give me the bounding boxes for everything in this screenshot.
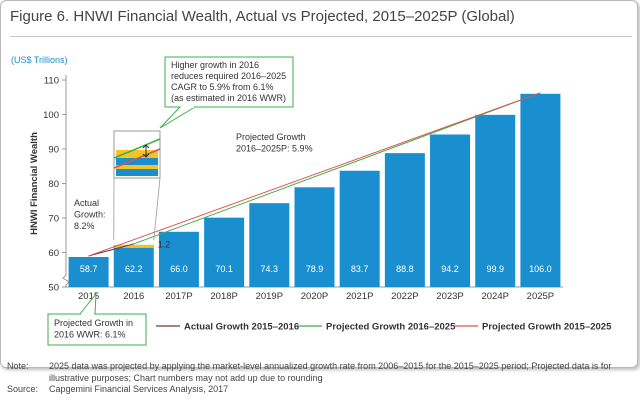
callout-box: [47, 313, 147, 346]
note-text: 2025 data was projected by applying the …: [49, 361, 612, 383]
figure-title: Figure 6. HNWI Financial Wealth, Actual …: [10, 8, 515, 25]
unit-label: (US$ Trillions): [11, 55, 68, 65]
notes: Note: 2025 data was projected by applyin…: [7, 361, 633, 396]
bar-value-label: 66.0: [170, 264, 188, 274]
zoom-connector: [153, 177, 161, 241]
callout-projected-growth: 2016–2025P: 5.9%: [236, 144, 313, 154]
callout-pointer: [159, 106, 196, 129]
bar-value-label: 99.9: [486, 264, 504, 274]
bar-value-label: 70.1: [215, 264, 233, 274]
bar: [158, 231, 199, 287]
note-row: Note: 2025 data was projected by applyin…: [7, 361, 633, 384]
x-tick-label: 2025P: [527, 291, 554, 302]
x-tick-label: 2023P: [436, 291, 463, 302]
legend-label: Projected Growth 2016–2025: [326, 322, 456, 333]
x-tick-label: 2016: [123, 291, 144, 302]
x-tick-label: 2021P: [346, 291, 373, 302]
callout-higher-growth: Higher growth in 2016: [171, 60, 259, 70]
growth-lines: [88, 92, 541, 257]
bar: [520, 93, 561, 287]
callout-higher-growth: reduces required 2016–2025: [171, 71, 286, 81]
y-axis-title: HNWI Financial Wealth: [29, 132, 40, 235]
callout-bg: [72, 196, 112, 236]
note-key: Note:: [7, 361, 29, 371]
y-tick-label: 70: [48, 214, 59, 225]
callout-pointer: [79, 292, 97, 315]
callout-actual-growth: Growth:: [74, 210, 106, 220]
bar: [339, 170, 380, 287]
y-tick-label: 100: [43, 110, 59, 121]
bar: [430, 134, 471, 287]
zoom-yellow-band: [116, 150, 158, 158]
x-tick-label: 2019P: [256, 291, 283, 302]
growth-line: [133, 92, 541, 245]
chart-svg: 50 60 70 80 90 100 110 HNWI Financial Wealth 58…: [29, 56, 612, 346]
x-tick-label: 2015: [78, 291, 99, 302]
source-row: Source: Capgemini Financial Services Ana…: [7, 384, 633, 396]
callout-bg: [232, 128, 324, 156]
zoom-yellow-band-lower: [116, 165, 158, 169]
bar: [113, 244, 154, 287]
callouts: 1.2 Actual Growth:8.2% Higher growth in 201…: [47, 56, 324, 346]
callout-box: [164, 56, 294, 108]
bar-value-label: 106.0: [529, 264, 552, 274]
bar-value-label: 83.7: [351, 264, 369, 274]
x-tick-label: 2024P: [481, 291, 508, 302]
highlight-segment: [113, 244, 154, 248]
y-tick-label: 50: [48, 283, 59, 294]
x-tick-label: 2017P: [165, 291, 192, 302]
legend-label: Actual Growth 2015–2016: [184, 322, 299, 333]
bar: [294, 187, 335, 287]
legend: Actual Growth 2015–2016 Projected Growth …: [156, 322, 612, 333]
bar: [204, 217, 245, 287]
bar: [249, 203, 290, 287]
bar-value-label: 94.2: [441, 264, 459, 274]
y-tick-label: 90: [48, 145, 59, 156]
gap-value-label: 1.2: [158, 239, 171, 249]
growth-line: [88, 243, 134, 257]
y-tick-label: 110: [44, 76, 59, 87]
zoom-blue-band: [116, 158, 158, 165]
bars: 58.7 2015 62.2 2016 66.0 2017P 70.1 2018P 74.3 20…: [68, 93, 561, 302]
bar-value-label: 62.2: [125, 264, 143, 274]
growth-line: [88, 92, 541, 257]
source-text: Capgemini Financial Services Analysis, 2…: [49, 384, 229, 394]
callout-projected-growth-wwr: 2016 WWR: 6.1%: [54, 330, 126, 340]
callout-higher-growth: (as estimated in 2016 WWR): [171, 93, 286, 103]
y-tick-label: 60: [48, 248, 59, 259]
zoom-arrow-heads: [142, 144, 150, 158]
legend-label: Projected Growth 2015–2025: [482, 322, 612, 333]
callout-actual-growth: 8.2%: [74, 221, 95, 231]
title-divider: [10, 36, 632, 37]
bar-value-label: 58.7: [80, 264, 98, 274]
x-tick-label: 2018P: [210, 291, 237, 302]
x-tick-label: 2020P: [301, 291, 328, 302]
zoom-red-line: [113, 148, 161, 169]
bar: [475, 114, 516, 287]
y-tick-label: 80: [48, 179, 59, 190]
zoom-blue-band-lower: [116, 169, 158, 176]
callout-actual-growth: Actual: [74, 198, 99, 208]
bar-value-label: 74.3: [261, 264, 279, 274]
bar: [384, 153, 425, 287]
x-tick-label: 2022P: [391, 291, 418, 302]
zoom-green-line: [113, 138, 161, 159]
source-key: Source:: [7, 384, 39, 394]
callout-projected-growth-wwr: Projected Growth in: [54, 318, 133, 328]
callout-projected-growth: Projected Growth: [236, 132, 306, 142]
callout-higher-growth: CAGR to 5.9% from 6.1%: [171, 82, 274, 92]
bar: [68, 256, 109, 287]
bar-value-label: 78.9: [306, 264, 324, 274]
axis-break: [62, 274, 70, 287]
bar-value-label: 88.8: [396, 264, 414, 274]
